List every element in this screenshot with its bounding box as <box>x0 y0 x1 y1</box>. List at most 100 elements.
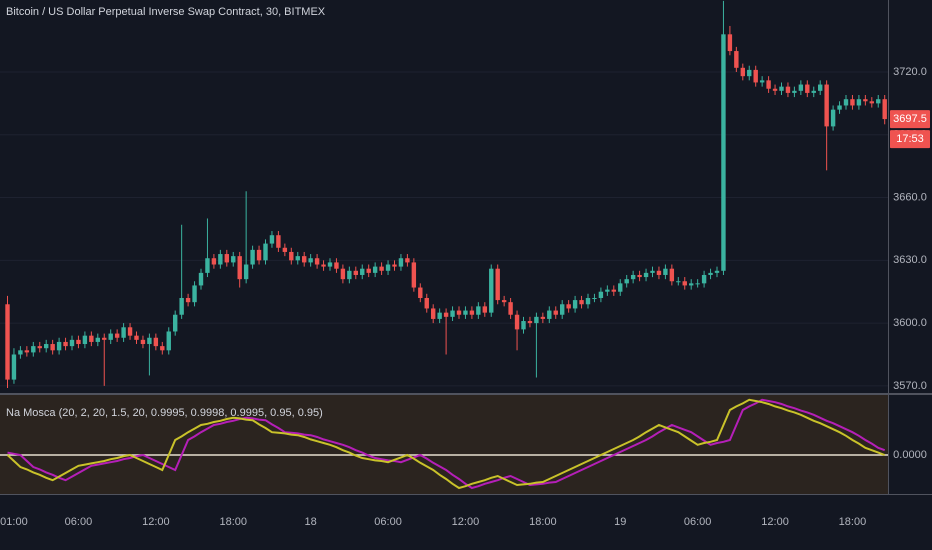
x-tick-label: 12:00 <box>452 516 480 528</box>
candle-body <box>418 287 423 298</box>
candle-body <box>495 268 500 301</box>
candle-body <box>469 310 475 315</box>
candle-body <box>185 297 191 303</box>
candle-body <box>443 312 449 317</box>
candle-body <box>682 281 687 286</box>
candle-body <box>766 80 771 89</box>
countdown-box <box>890 130 930 149</box>
candle-body <box>192 285 197 303</box>
candle-body <box>179 297 184 315</box>
candle-body <box>392 264 397 267</box>
candle-body <box>869 101 874 104</box>
candle-body <box>11 354 17 380</box>
candle-body <box>69 339 75 347</box>
candle-body <box>663 268 668 275</box>
chart-title: Bitcoin / US Dollar Perpetual Inverse Sw… <box>6 6 326 18</box>
candle-body <box>314 258 320 265</box>
candle-body <box>514 314 520 330</box>
candle-body <box>127 327 133 336</box>
candle-body <box>134 335 139 340</box>
x-tick-label: 06:00 <box>374 516 402 528</box>
candle-body <box>740 67 745 77</box>
candle-body <box>689 283 694 286</box>
candle-body <box>669 268 675 282</box>
candle-body <box>140 339 146 345</box>
candle-body <box>276 235 281 248</box>
candle-body <box>566 304 571 309</box>
candle-body <box>366 268 371 273</box>
candle-body <box>289 251 294 261</box>
y-tick-label: 3660.0 <box>893 191 927 203</box>
candle-body <box>476 306 481 315</box>
candle-body <box>708 272 713 275</box>
candle-body <box>747 69 752 77</box>
candle-body <box>560 304 565 315</box>
candle-body <box>618 283 623 292</box>
candle-body <box>779 86 784 91</box>
candle-body <box>63 341 68 347</box>
candle-body <box>50 344 55 351</box>
candle-body <box>211 258 217 265</box>
candle-body <box>340 268 346 280</box>
candle-body <box>82 335 88 345</box>
x-tick-label: 19 <box>614 516 626 528</box>
y-tick-label: 3570.0 <box>893 380 927 392</box>
candle-body <box>727 34 733 52</box>
candle-body <box>772 88 778 91</box>
candle-body <box>656 270 662 275</box>
candle-body <box>450 310 455 317</box>
candle-body <box>385 264 391 271</box>
y-tick-label: 3720.0 <box>893 66 927 78</box>
candle-body <box>411 262 417 288</box>
candle-body <box>579 300 584 305</box>
candle-body <box>327 262 333 267</box>
indicator-line <box>7 398 886 490</box>
candle-body <box>843 99 849 106</box>
candle-body <box>637 274 642 278</box>
candle-body <box>792 90 797 93</box>
candle-body <box>114 333 120 338</box>
y-tick-label: 3600.0 <box>893 317 927 329</box>
candle-body <box>44 344 49 349</box>
candle-body <box>173 314 178 332</box>
candle-body <box>501 300 507 303</box>
candle-body <box>379 266 384 271</box>
candle-body <box>89 335 94 342</box>
candle-body <box>372 266 378 273</box>
candle-body <box>295 256 300 261</box>
candle-body <box>605 289 610 292</box>
candle-body <box>695 283 700 285</box>
candle-body <box>108 333 113 340</box>
candle-body <box>701 274 707 284</box>
y-tick-label: 0.0000 <box>893 449 927 461</box>
candle-body <box>824 84 829 127</box>
last-price-box <box>890 110 930 129</box>
candle-body <box>31 346 36 353</box>
candle-body <box>347 270 352 280</box>
candle-body <box>863 99 868 102</box>
candle-body <box>147 337 152 345</box>
candle-body <box>224 254 229 263</box>
last-price-label: 3697.5 <box>893 113 927 125</box>
candle-body <box>166 331 171 351</box>
candle-body <box>759 80 765 83</box>
candle-body <box>302 256 307 263</box>
candle-body <box>160 346 165 351</box>
candle-body <box>282 247 288 252</box>
candle-body <box>353 270 358 275</box>
candle-body <box>785 86 791 93</box>
candle-body <box>463 310 468 315</box>
candle-body <box>5 304 10 380</box>
candle-body <box>24 350 30 353</box>
candle-body <box>676 281 681 283</box>
candle-body <box>153 337 159 347</box>
candle-body <box>643 272 649 278</box>
candle-body <box>630 274 636 280</box>
candle-body <box>250 249 255 265</box>
x-tick-label: 01:00 <box>0 516 28 528</box>
indicator-title: Na Mosca (20, 2, 20, 1.5, 20, 0.9995, 0.… <box>6 407 323 419</box>
x-tick-label: 06:00 <box>65 516 93 528</box>
candle-body <box>856 99 862 106</box>
